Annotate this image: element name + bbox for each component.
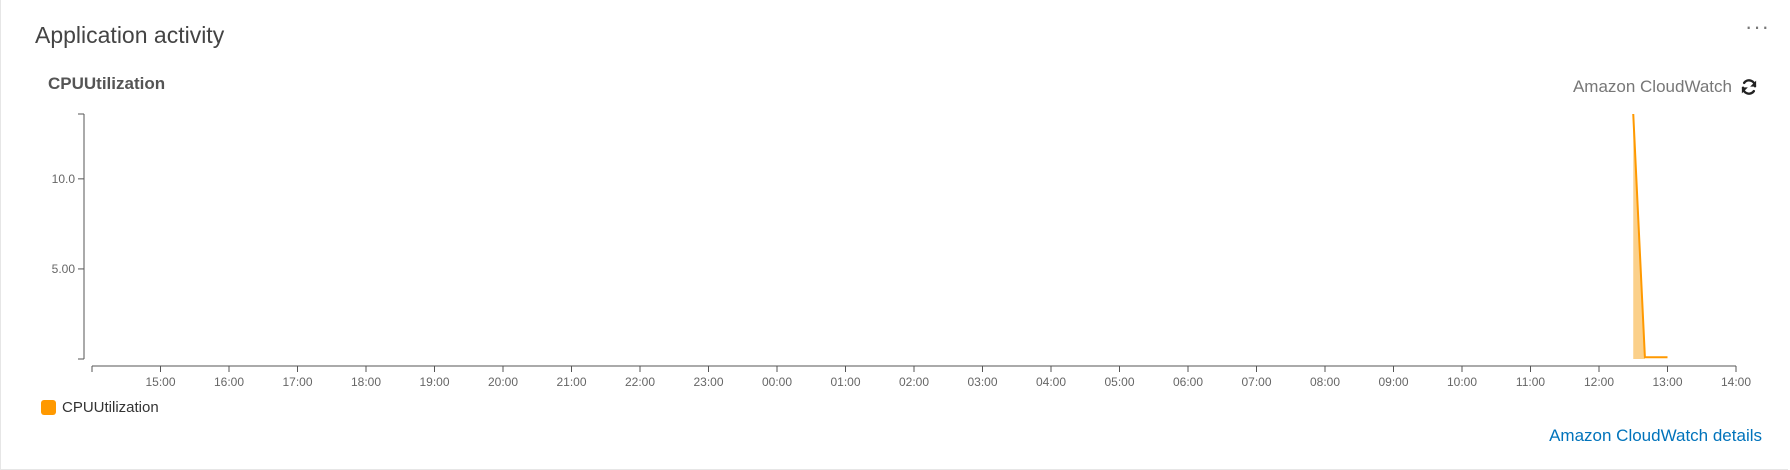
x-tick-label: 21:00: [556, 375, 586, 389]
refresh-icon[interactable]: [1740, 78, 1758, 96]
x-tick-label: 14:00: [1721, 375, 1751, 389]
x-tick-label: 06:00: [1173, 375, 1203, 389]
cpu-utilization-chart: 5.00 10.0 15:00 16:00 17:00 18:00 19:00 20:00 2…: [52, 113, 1751, 389]
y-axis: 5.00 10.0: [52, 113, 85, 360]
x-tick-label: 19:00: [419, 375, 449, 389]
x-tick-label: 22:00: [625, 375, 655, 389]
panel-title: Application activity: [35, 22, 225, 48]
x-tick-label: 05:00: [1104, 375, 1134, 389]
chart-legend: CPUUtilization: [41, 399, 159, 416]
source-indicator: Amazon CloudWatch: [1573, 77, 1758, 97]
x-tick-label: 02:00: [899, 375, 929, 389]
x-tick-label: 07:00: [1241, 375, 1271, 389]
x-tick-label: 09:00: [1378, 375, 1408, 389]
x-tick-label: 23:00: [693, 375, 723, 389]
x-tick-label: 17:00: [282, 375, 312, 389]
legend-label-cpuutilization[interactable]: CPUUtilization: [62, 399, 159, 416]
series-cpuutilization: [1632, 113, 1668, 359]
x-tick-label: 13:00: [1652, 375, 1682, 389]
x-tick-label: 00:00: [762, 375, 792, 389]
x-axis: 15:00 16:00 17:00 18:00 19:00 20:00 21:00 22:00…: [91, 365, 1751, 389]
x-tick-label: 11:00: [1516, 375, 1545, 389]
x-tick-label: 16:00: [214, 375, 244, 389]
chart-title: CPUUtilization: [48, 74, 166, 93]
y-tick-label: 5.00: [52, 262, 76, 276]
series-line: [1632, 113, 1668, 359]
legend-swatch-cpuutilization[interactable]: [41, 400, 56, 415]
source-label: Amazon CloudWatch: [1572, 77, 1732, 96]
more-options-button[interactable]: ···: [1745, 14, 1770, 39]
y-tick-label: 10.0: [52, 172, 76, 186]
x-tick-label: 18:00: [351, 375, 381, 389]
x-tick-label: 08:00: [1310, 375, 1340, 389]
x-tick-label: 03:00: [967, 375, 997, 389]
cloudwatch-details-link[interactable]: Amazon CloudWatch details: [1549, 426, 1762, 445]
x-tick-label: 01:00: [830, 375, 860, 389]
x-tick-label: 10:00: [1447, 375, 1477, 389]
x-tick-label: 04:00: [1036, 375, 1066, 389]
x-tick-label: 15:00: [145, 375, 175, 389]
x-tick-label: 12:00: [1584, 375, 1614, 389]
x-tick-label: 20:00: [488, 375, 518, 389]
